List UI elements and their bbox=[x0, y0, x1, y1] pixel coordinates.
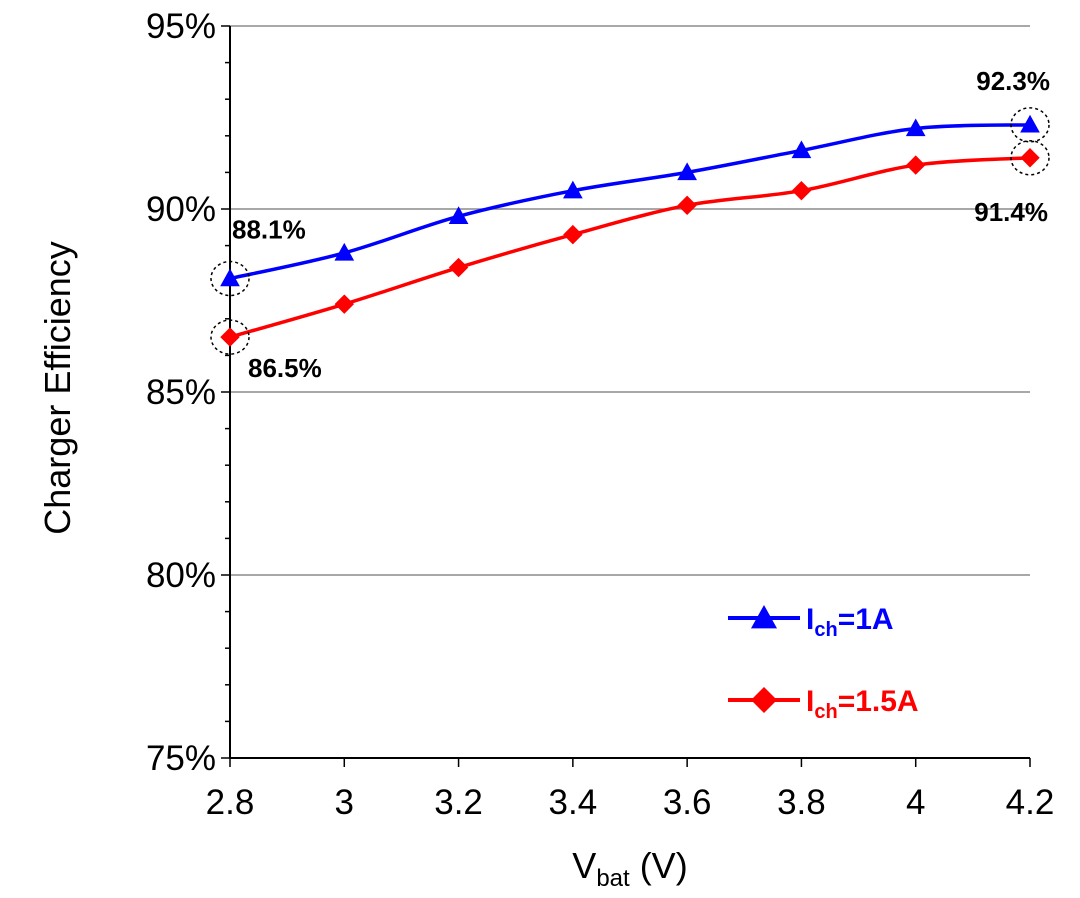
annotation-circle bbox=[1010, 140, 1050, 176]
x-tick-label: 2.8 bbox=[206, 783, 255, 822]
data-point bbox=[677, 195, 697, 216]
annotation-label: 88.1% bbox=[232, 215, 306, 245]
y-axis-title: Charger Efficiency bbox=[37, 241, 78, 534]
data-point bbox=[906, 155, 926, 175]
x-tick-label: 3.2 bbox=[434, 783, 483, 822]
legend-label: Ich=1.5A bbox=[806, 685, 919, 723]
legend-label-sub: ch bbox=[814, 619, 837, 641]
data-point bbox=[791, 180, 812, 201]
data-point bbox=[448, 257, 469, 278]
x-tick-label: 3.6 bbox=[663, 783, 712, 822]
legend-label: Ich=1A bbox=[806, 603, 894, 641]
data-point bbox=[220, 327, 240, 347]
annotation-circle bbox=[1010, 107, 1050, 143]
data-point bbox=[563, 180, 583, 199]
data-point bbox=[1020, 114, 1040, 133]
y-tick-label: 85% bbox=[146, 373, 216, 412]
annotation-label: 86.5% bbox=[248, 353, 322, 383]
data-point bbox=[563, 224, 583, 245]
x-axis-title-tail: (V) bbox=[630, 845, 688, 886]
x-axis-title: Vbat (V) bbox=[572, 845, 687, 892]
y-tick-label: 80% bbox=[146, 556, 216, 595]
legend-label-main: I bbox=[806, 603, 814, 636]
legend-marker bbox=[751, 687, 777, 713]
x-tick-label: 3.4 bbox=[549, 783, 598, 822]
data-point bbox=[791, 140, 812, 159]
x-tick-label: 4.2 bbox=[1006, 783, 1055, 822]
data-point bbox=[334, 242, 355, 261]
annotation-circle bbox=[210, 319, 250, 355]
annotation-circle bbox=[210, 260, 250, 297]
series-line-0 bbox=[229, 123, 1031, 281]
y-tick-label: 95% bbox=[146, 7, 216, 46]
annotation-label: 92.3% bbox=[976, 66, 1050, 96]
data-point bbox=[1020, 148, 1040, 168]
legend-item-0: Ich=1A bbox=[728, 603, 894, 641]
legend-label-tail: =1A bbox=[838, 603, 894, 636]
data-point bbox=[220, 268, 240, 287]
data-point bbox=[905, 118, 926, 137]
series-0 bbox=[220, 114, 1040, 287]
series-group bbox=[220, 114, 1040, 347]
legend-label-main: I bbox=[806, 685, 814, 718]
series-1 bbox=[220, 148, 1040, 347]
y-tick-label: 75% bbox=[146, 739, 216, 778]
data-point bbox=[334, 294, 354, 314]
x-axis-title-main: V bbox=[572, 845, 596, 886]
annotations-group: 88.1% 92.3% 86.5% 91.4% bbox=[210, 66, 1050, 383]
x-tick-label: 3 bbox=[335, 783, 354, 822]
legend-label-sub: ch bbox=[814, 701, 837, 723]
grid-lines bbox=[230, 25, 1030, 576]
series-line-1 bbox=[229, 156, 1031, 339]
data-point bbox=[448, 206, 469, 225]
x-tick-label: 3.8 bbox=[777, 783, 826, 822]
annotation-label: 91.4% bbox=[974, 197, 1048, 227]
axes: 75% 80% 85% 90% 95% 2.8 3 3.2 3.4 3.6 3.8 4 4.2 Vbat … bbox=[37, 7, 1054, 892]
legend-marker bbox=[751, 605, 777, 629]
data-point bbox=[677, 162, 697, 181]
x-axis-title-sub: bat bbox=[596, 865, 630, 892]
legend-label-tail: =1.5A bbox=[838, 685, 919, 718]
x-tick-label: 4 bbox=[906, 783, 925, 822]
legend-item-1: Ich=1.5A bbox=[728, 685, 919, 723]
y-tick-label: 90% bbox=[146, 190, 216, 229]
